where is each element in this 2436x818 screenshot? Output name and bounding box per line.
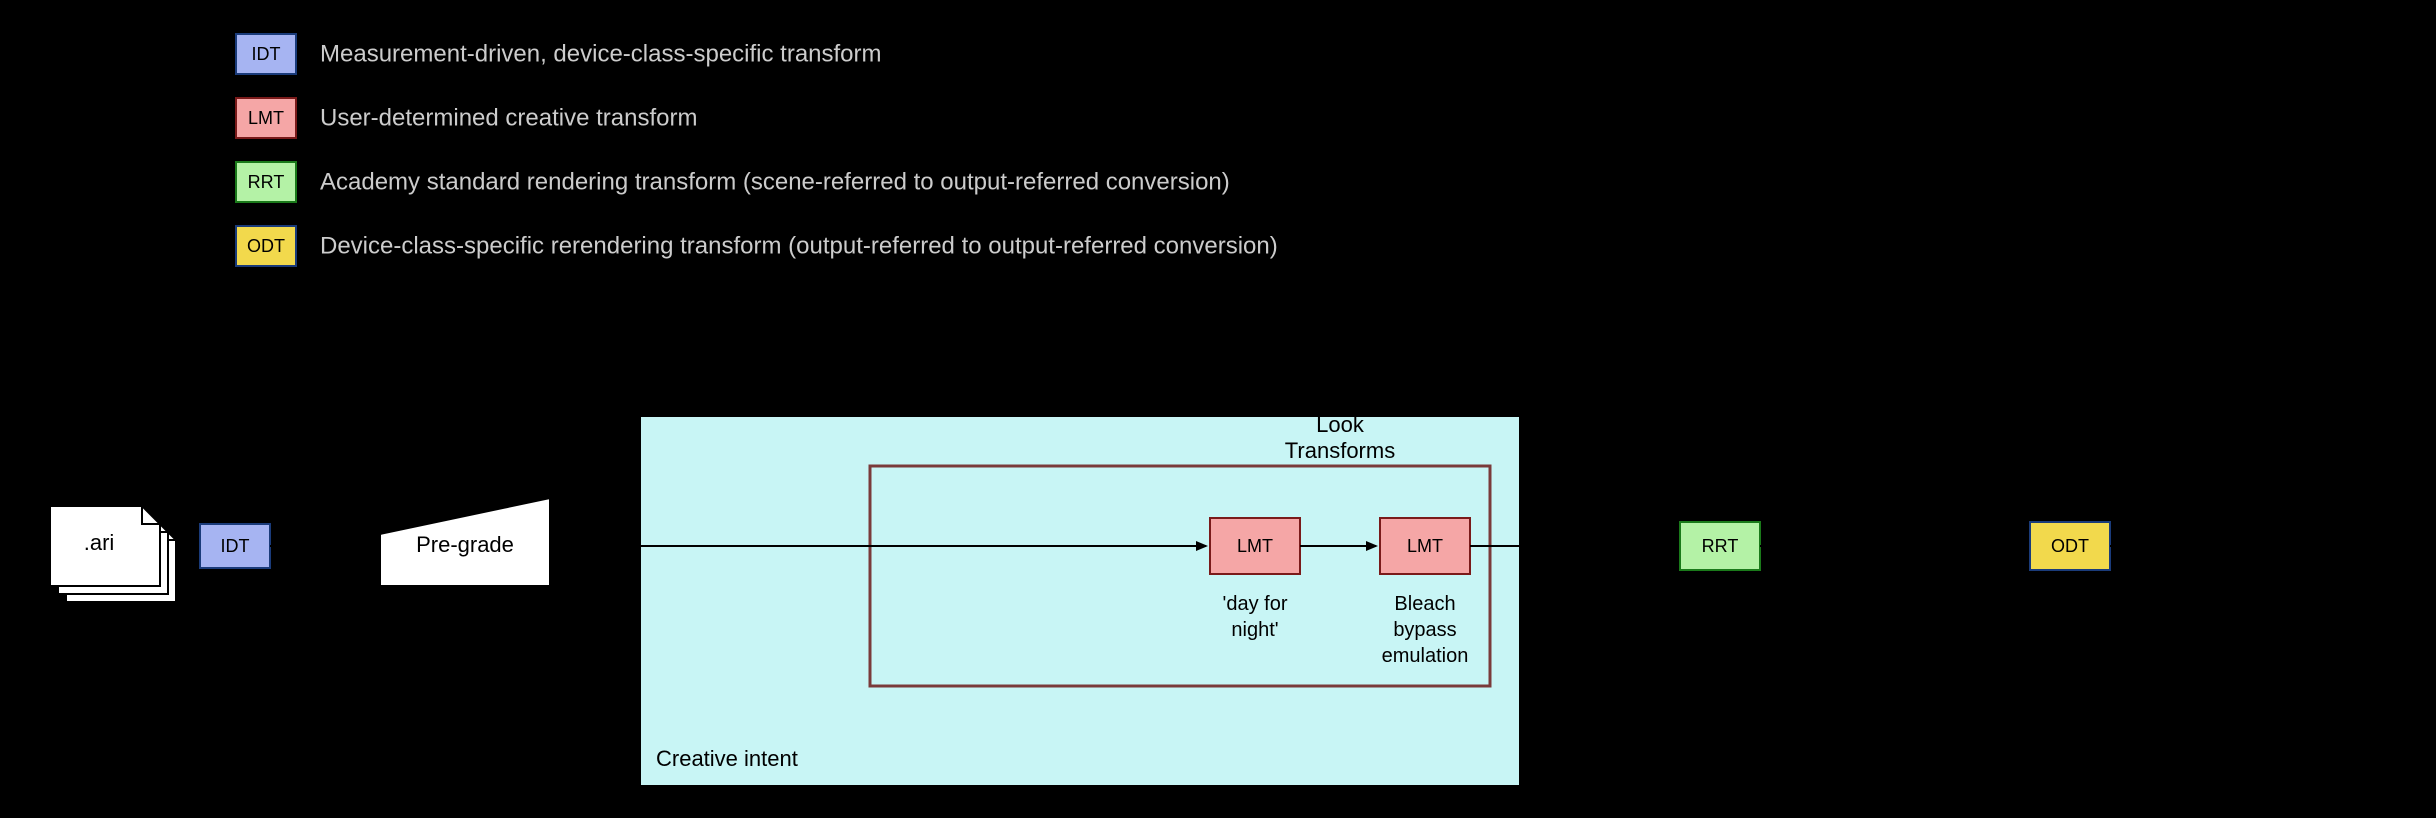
- lmt2-sub2: bypass: [1393, 619, 1456, 641]
- lmt2-sub1: Bleach: [1394, 593, 1455, 615]
- pipeline-diagram: IDT Measurement-driven, device-class-spec…: [0, 0, 2436, 818]
- rrt-node-label: RRT: [1702, 536, 1739, 556]
- lmt2-node-label: LMT: [1407, 536, 1443, 556]
- legend-desc-idt: Measurement-driven, device-class-specifi…: [320, 41, 882, 68]
- look-transforms-label-1: Look: [1316, 412, 1365, 437]
- creative-intent-container: [640, 416, 1520, 786]
- lmt1-node-label: LMT: [1237, 536, 1273, 556]
- idt-node-label: IDT: [221, 536, 250, 556]
- lmt1-sub1: 'day for: [1223, 593, 1288, 615]
- legend-desc-odt: Device-class-specific rerendering transf…: [320, 233, 1278, 260]
- legend: IDT Measurement-driven, device-class-spec…: [236, 34, 1278, 266]
- legend-desc-rrt: Academy standard rendering transform (sc…: [320, 169, 1230, 196]
- lmt2-sub3: emulation: [1382, 645, 1469, 667]
- legend-desc-lmt: User-determined creative transform: [320, 105, 697, 132]
- lmt1-sub2: night': [1231, 619, 1278, 641]
- legend-tag-rrt: RRT: [248, 172, 285, 192]
- odt-node-label: ODT: [2051, 536, 2089, 556]
- legend-tag-idt: IDT: [252, 44, 281, 64]
- creative-intent-label: Creative intent: [656, 746, 798, 771]
- legend-tag-odt: ODT: [247, 236, 285, 256]
- flow: Creative intent LookTransforms .ari IDT Pre-…: [50, 412, 2220, 786]
- file-label: .ari: [84, 530, 115, 555]
- look-transforms-label-2: Transforms: [1285, 438, 1395, 463]
- legend-tag-lmt: LMT: [248, 108, 284, 128]
- pregrade-label: Pre-grade: [416, 532, 514, 557]
